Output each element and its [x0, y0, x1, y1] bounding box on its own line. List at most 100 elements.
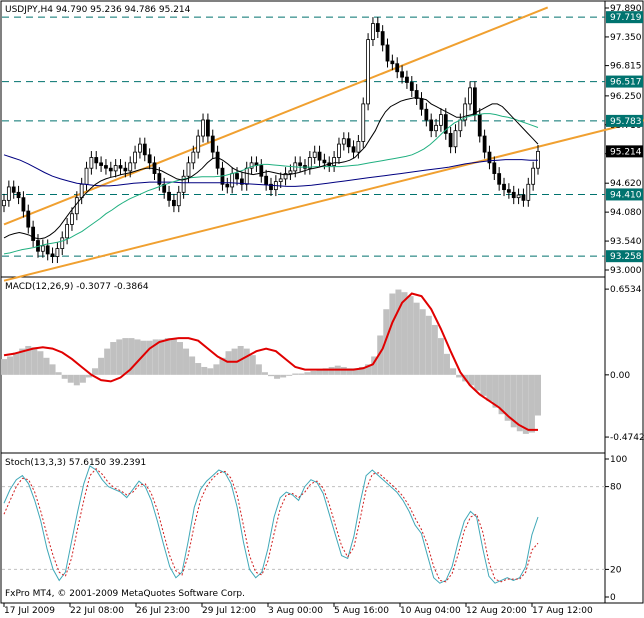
- candle: [487, 145, 492, 170]
- macd-histogram-bar: [371, 356, 378, 375]
- ma-black-line: [3, 96, 539, 240]
- candle-body: [400, 71, 404, 78]
- candle-body: [492, 162, 497, 174]
- macd-histogram-bar: [7, 356, 14, 375]
- ma-green-line: [3, 113, 539, 255]
- candle: [472, 81, 477, 122]
- candle: [70, 207, 74, 231]
- candle: [288, 164, 293, 180]
- x-tick-label: 3 Aug 00:00: [268, 606, 323, 616]
- candle: [162, 177, 167, 199]
- candle-body: [79, 183, 84, 199]
- x-tick-label: 12 Aug 20:00: [466, 606, 527, 616]
- price-tick-label: 97.350: [610, 33, 642, 43]
- price-tick-label: 94.620: [610, 179, 642, 189]
- macd-histogram-bar: [431, 324, 438, 375]
- macd-histogram-bar: [249, 355, 256, 375]
- candle: [210, 129, 215, 159]
- candle: [409, 76, 414, 97]
- candle-body: [244, 167, 249, 185]
- candle-body: [210, 135, 215, 153]
- macd-histogram-bar: [286, 374, 293, 376]
- candle-body: [298, 162, 303, 166]
- candle-body: [40, 245, 45, 252]
- candle: [371, 17, 375, 47]
- candle-body: [356, 141, 361, 153]
- candle-body: [89, 157, 94, 169]
- macd-histogram-bar: [134, 339, 141, 375]
- candle: [356, 134, 361, 159]
- macd-histogram-bar: [43, 357, 50, 375]
- macd-histogram-bar: [425, 315, 432, 375]
- candle-body: [414, 90, 419, 99]
- candle-body: [21, 197, 26, 212]
- candle: [351, 140, 356, 159]
- macd-histogram-bar: [419, 309, 426, 375]
- candle-body: [322, 159, 327, 164]
- candle-body: [186, 162, 191, 177]
- candle: [55, 242, 60, 264]
- candle-body: [205, 119, 210, 137]
- candle-body: [157, 173, 162, 185]
- macd-histogram-bar: [31, 347, 38, 375]
- candle: [79, 177, 84, 205]
- macd-histogram-bar: [189, 356, 196, 375]
- macd-histogram-bar: [158, 339, 165, 375]
- candle: [516, 188, 521, 205]
- candle: [366, 33, 370, 111]
- candle-body: [317, 151, 322, 161]
- candle: [439, 108, 443, 132]
- candle-body: [123, 167, 128, 172]
- candle: [11, 180, 16, 199]
- macd-panel: [1, 289, 541, 434]
- candle-body: [502, 183, 506, 191]
- candle-body: [99, 162, 103, 166]
- candle-body: [162, 183, 167, 193]
- price-tick-label: 97.890: [610, 4, 642, 14]
- macd-histogram-bar: [298, 373, 305, 375]
- candle-body: [191, 151, 196, 164]
- candle: [502, 177, 506, 197]
- candle: [521, 188, 526, 207]
- candle: [337, 137, 341, 164]
- candle-body: [128, 162, 133, 172]
- candle: [138, 137, 142, 159]
- candle-body: [458, 119, 463, 132]
- candle: [16, 185, 21, 205]
- candle: [531, 161, 536, 191]
- candle-body: [181, 175, 186, 193]
- candle-body: [283, 173, 288, 180]
- candle-body: [531, 167, 536, 185]
- macd-histogram-bar: [456, 374, 463, 378]
- macd-histogram-bar: [25, 345, 32, 375]
- price-level-tag-label: 97.719: [610, 13, 642, 23]
- candle-body: [366, 39, 370, 105]
- candle-body: [31, 226, 36, 241]
- macd-histogram-bar: [49, 364, 56, 375]
- macd-histogram-bar: [498, 374, 505, 415]
- candle: [249, 156, 254, 175]
- candle-body: [468, 87, 472, 105]
- macd-histogram-bar: [395, 289, 402, 375]
- x-tick-label: 22 Jul 08:00: [70, 606, 124, 616]
- macd-histogram-bar: [261, 372, 268, 375]
- candle: [312, 145, 317, 164]
- candle-body: [312, 151, 317, 158]
- price-tick-label: 96.815: [610, 62, 642, 72]
- macd-histogram-bar: [268, 374, 274, 377]
- candle-body: [419, 98, 424, 110]
- candle: [332, 151, 337, 172]
- candle: [375, 17, 380, 39]
- macd-histogram-bar: [164, 338, 171, 375]
- candle-body: [443, 114, 448, 134]
- x-tick-label: 10 Aug 04:00: [400, 606, 461, 616]
- candle-body: [380, 31, 385, 46]
- candle-body: [482, 135, 487, 153]
- candle: [147, 148, 152, 170]
- price-level-tag-label: 93.258: [610, 252, 642, 262]
- macd-histogram-bar: [480, 374, 487, 396]
- candle: [506, 183, 511, 199]
- candle-body: [215, 151, 220, 169]
- candle: [94, 151, 99, 170]
- candle: [128, 156, 133, 178]
